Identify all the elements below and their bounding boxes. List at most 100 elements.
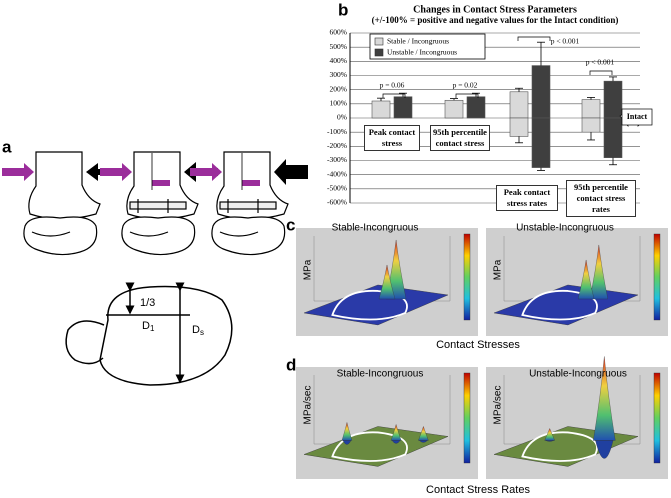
talus [23,216,98,256]
caption: Contact Stress Rates [426,484,530,496]
z-axis-label: MPa [493,259,504,280]
y-tick-label: 300% [330,70,348,79]
y-tick-label: 600% [330,28,348,37]
z-axis-label: MPa/sec [493,386,504,425]
plot-title: Stable-Incongruous [332,223,419,234]
color-bar [463,233,471,321]
plot-title: Stable-Incongruous [337,369,424,380]
contact-outline [521,289,598,321]
plot-title: Unstable-Incongruous [529,369,627,380]
surface-peak [390,423,402,441]
fragment [152,180,170,186]
y-tick-label: -400% [327,169,347,178]
category-label: Peak contact stress [364,125,420,151]
panel-label: a [2,137,12,156]
surface-peak [577,259,595,300]
surface-peak [593,356,616,441]
cross-section [65,282,233,386]
talus [211,216,286,256]
p-value: p < 0.001 [551,37,580,46]
p-value: p = 0.06 [380,81,405,90]
significance-bracket [517,36,551,41]
surface-peak [341,422,353,441]
y-tick-label: -600% [327,198,347,207]
d1-letter: D [142,320,150,332]
surface-peak [589,244,609,300]
ankle-drawings [2,151,308,256]
y-tick-label: 400% [330,56,348,65]
surface-trough [391,440,401,444]
surface-trough [342,440,352,445]
y-tick-label: -300% [327,155,347,164]
intact-label: Intact [627,112,648,121]
talus [121,216,196,256]
surface-plots [296,228,668,479]
y-tick-label: 100% [330,99,348,108]
bar [509,117,529,137]
bar [581,99,601,119]
plot-title: Unstable-Incongruous [516,223,614,234]
significance-bracket [589,70,613,75]
bar [509,91,529,119]
surface-trough [595,440,614,459]
color-bar [653,233,661,321]
black-arrow [274,159,308,185]
contact-outline [331,289,408,321]
intact-box [621,108,653,126]
z-axis-label: MPa [303,259,314,280]
significance-bracket [455,93,479,98]
fraction-label: 1/3 [140,297,155,309]
fibula-joint [129,231,169,237]
color-bar [463,372,471,464]
purple-arrow [100,163,132,181]
chart-title: Changes in Contact Stress Parameters [413,4,577,15]
category-label: 95th percentile contact stress [430,125,490,151]
legend-swatch [374,37,384,46]
purple-arrow [190,163,222,181]
panel-label: c [286,215,295,234]
z-axis-label: MPa/sec [303,386,314,425]
ds-sub: s [200,328,204,337]
bar [531,65,551,119]
chart-subtitle: (+/-100% = positive and negative values … [372,15,619,25]
caption: Contact Stresses [436,339,520,351]
y-tick-label: -200% [327,141,347,150]
ds-label: Ds [192,324,204,337]
bar [371,100,391,119]
surface-peak [418,425,429,441]
p-value: p = 0.02 [453,81,478,90]
bar [393,96,413,119]
color-bar [653,372,661,464]
contact-outline [521,431,598,462]
bar [603,80,623,119]
purple-arrow [2,163,34,181]
panel-label: d [286,355,296,374]
legend-label: Unstable / Incongruous [387,48,457,57]
ds-letter: D [192,324,200,336]
fibula-joint [31,231,71,237]
fixation-plate [219,201,277,210]
p-value: p < 0.001 [586,58,615,67]
bar [603,117,623,158]
fixation-plate [129,201,187,210]
surface-peak [378,264,396,300]
category-label: Peak contact stress rates [496,185,558,211]
surface-trough [419,440,428,443]
panel-label: b [338,0,348,19]
d1-sub: 1 [150,324,155,333]
surface-peak [544,428,555,441]
tibia [28,151,101,220]
y-tick-label: 0% [337,113,347,122]
y-tick-label: -100% [327,127,347,136]
bar [444,99,464,119]
legend-box [369,33,486,60]
legend-swatch [374,48,384,57]
significance-bracket [382,93,406,98]
y-tick-label: 200% [330,84,348,93]
fragment [242,180,260,186]
d1-label: D1 [142,320,155,333]
fibula-joint [219,231,259,237]
surface-trough [545,440,554,442]
